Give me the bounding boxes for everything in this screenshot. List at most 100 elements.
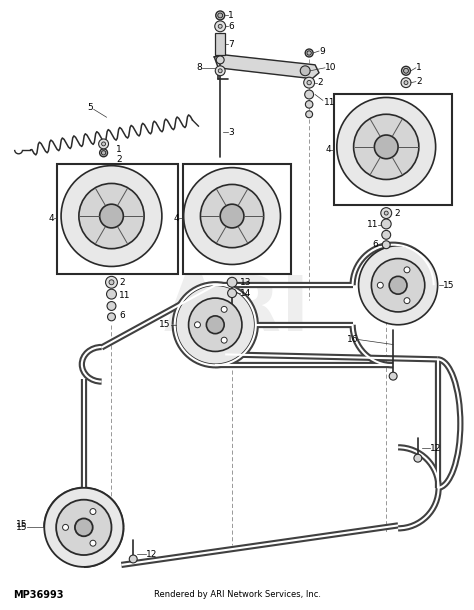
Circle shape <box>401 66 410 75</box>
Circle shape <box>389 372 397 380</box>
Circle shape <box>56 500 111 555</box>
Circle shape <box>307 81 311 85</box>
Circle shape <box>216 11 225 20</box>
Bar <box>182 163 292 274</box>
Circle shape <box>218 69 222 73</box>
Circle shape <box>221 337 227 343</box>
Text: 2: 2 <box>416 77 421 86</box>
Bar <box>334 95 453 205</box>
Circle shape <box>354 114 419 179</box>
Circle shape <box>221 306 227 312</box>
Circle shape <box>176 285 255 364</box>
Text: 6: 6 <box>373 240 378 249</box>
Text: 15: 15 <box>16 520 27 529</box>
Text: 8: 8 <box>197 63 202 73</box>
Text: 16: 16 <box>347 335 358 344</box>
Circle shape <box>215 21 226 32</box>
Circle shape <box>227 278 237 287</box>
Bar <box>215 33 225 55</box>
Text: 10: 10 <box>325 63 337 73</box>
Circle shape <box>218 24 222 28</box>
Circle shape <box>305 90 314 99</box>
Circle shape <box>101 142 106 146</box>
Text: 4: 4 <box>173 214 179 223</box>
Circle shape <box>109 280 114 285</box>
Circle shape <box>372 259 425 312</box>
Circle shape <box>101 151 106 155</box>
Circle shape <box>381 207 392 218</box>
Circle shape <box>100 149 108 157</box>
Circle shape <box>389 276 407 294</box>
Circle shape <box>304 77 315 88</box>
Text: 1: 1 <box>228 11 234 20</box>
Circle shape <box>189 298 242 351</box>
Text: 1: 1 <box>117 145 122 154</box>
Text: 3: 3 <box>228 127 234 137</box>
Circle shape <box>218 13 223 18</box>
Circle shape <box>194 322 201 328</box>
Circle shape <box>228 289 237 298</box>
Text: 2: 2 <box>117 155 122 164</box>
Circle shape <box>337 98 436 196</box>
Circle shape <box>107 301 116 310</box>
Circle shape <box>108 313 116 321</box>
Text: 14: 14 <box>240 289 251 298</box>
Text: 15: 15 <box>159 320 171 329</box>
Circle shape <box>305 101 313 108</box>
Circle shape <box>377 282 383 288</box>
Polygon shape <box>214 55 319 79</box>
Circle shape <box>374 135 398 159</box>
Circle shape <box>414 454 422 462</box>
Text: 2: 2 <box>394 209 400 218</box>
Circle shape <box>63 525 69 530</box>
Text: 1: 1 <box>416 63 422 73</box>
Text: MP36993: MP36993 <box>13 590 63 600</box>
Text: 15: 15 <box>16 523 27 532</box>
Circle shape <box>44 488 123 567</box>
Circle shape <box>305 49 313 57</box>
Circle shape <box>403 68 409 73</box>
Text: ARI: ARI <box>164 273 310 347</box>
Circle shape <box>100 204 123 228</box>
Circle shape <box>300 66 310 76</box>
Circle shape <box>404 298 410 304</box>
Text: 4: 4 <box>48 214 54 223</box>
Text: 7: 7 <box>228 40 234 49</box>
Circle shape <box>75 518 93 536</box>
Text: 12: 12 <box>146 550 157 559</box>
Text: 2: 2 <box>119 278 125 287</box>
Circle shape <box>381 219 391 229</box>
Text: 11: 11 <box>367 220 378 229</box>
Text: 5: 5 <box>87 103 92 112</box>
Circle shape <box>220 204 244 228</box>
Circle shape <box>404 267 410 273</box>
Circle shape <box>404 81 408 85</box>
Circle shape <box>382 241 390 249</box>
Circle shape <box>79 184 144 249</box>
Circle shape <box>90 540 96 546</box>
Circle shape <box>107 289 117 299</box>
Text: 6: 6 <box>119 311 125 320</box>
Circle shape <box>183 168 281 265</box>
Circle shape <box>99 139 109 149</box>
Bar <box>57 163 178 274</box>
Circle shape <box>61 166 162 267</box>
Text: 11: 11 <box>119 290 131 300</box>
Circle shape <box>216 56 224 64</box>
Text: 13: 13 <box>240 278 252 287</box>
Text: 2: 2 <box>317 78 323 87</box>
Circle shape <box>206 316 224 334</box>
Circle shape <box>215 66 225 76</box>
Circle shape <box>306 111 313 118</box>
Circle shape <box>106 276 118 288</box>
Text: 15: 15 <box>443 281 454 290</box>
Text: 12: 12 <box>430 444 441 453</box>
Circle shape <box>201 184 264 248</box>
Text: 11: 11 <box>324 98 336 107</box>
Circle shape <box>384 211 388 215</box>
Text: 9: 9 <box>319 46 325 56</box>
Circle shape <box>90 509 96 514</box>
Circle shape <box>358 246 438 325</box>
Circle shape <box>307 51 311 55</box>
Circle shape <box>129 555 137 563</box>
